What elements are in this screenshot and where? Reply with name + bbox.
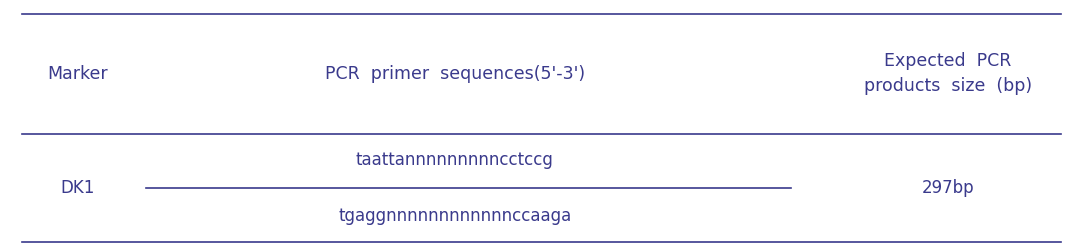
Text: DK1: DK1: [61, 179, 95, 197]
Text: Marker: Marker: [48, 65, 108, 83]
Text: 297bp: 297bp: [922, 179, 974, 197]
Text: products  size  (bp): products size (bp): [863, 77, 1032, 95]
Text: tgaggnnnnnnnnnnnnccaaga: tgaggnnnnnnnnnnnnccaaga: [338, 207, 572, 225]
Text: PCR  primer  sequences(5'-3'): PCR primer sequences(5'-3'): [325, 65, 585, 83]
Text: taattannnnnnnnncctccg: taattannnnnnnnncctccg: [356, 150, 553, 169]
Text: Expected  PCR: Expected PCR: [884, 52, 1012, 70]
